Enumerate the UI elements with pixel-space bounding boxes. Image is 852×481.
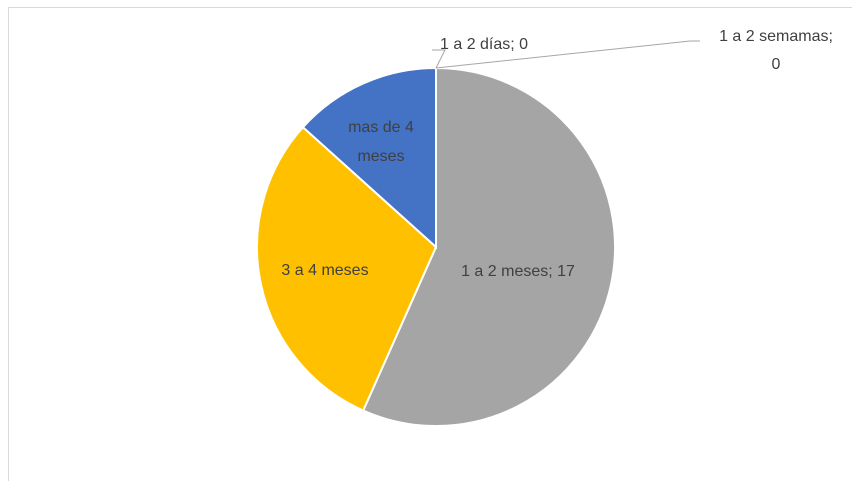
data-label-days: 1 a 2 días; 0: [440, 36, 528, 53]
pie-slices: [256, 66, 616, 427]
leader-line-days: [432, 49, 446, 69]
pie-slice-months-3-4: [256, 125, 438, 412]
pie-slice-more-than-4: [301, 66, 437, 250]
data-label-weeks-value: 0: [772, 56, 781, 73]
data-label-more-than-4-line2: meses: [357, 148, 404, 165]
pie-slice-months-1-2: [361, 66, 616, 427]
data-label-weeks: 1 a 2 semamas;: [719, 28, 833, 45]
data-label-months-3-4: 3 a 4 meses: [281, 262, 368, 279]
data-label-more-than-4: mas de 4: [348, 119, 414, 136]
leader-line-weeks: [435, 40, 700, 69]
chart-border-top: [8, 7, 852, 8]
data-label-months-1-2: 1 a 2 meses; 17: [461, 263, 575, 280]
chart-border-left: [8, 7, 9, 481]
